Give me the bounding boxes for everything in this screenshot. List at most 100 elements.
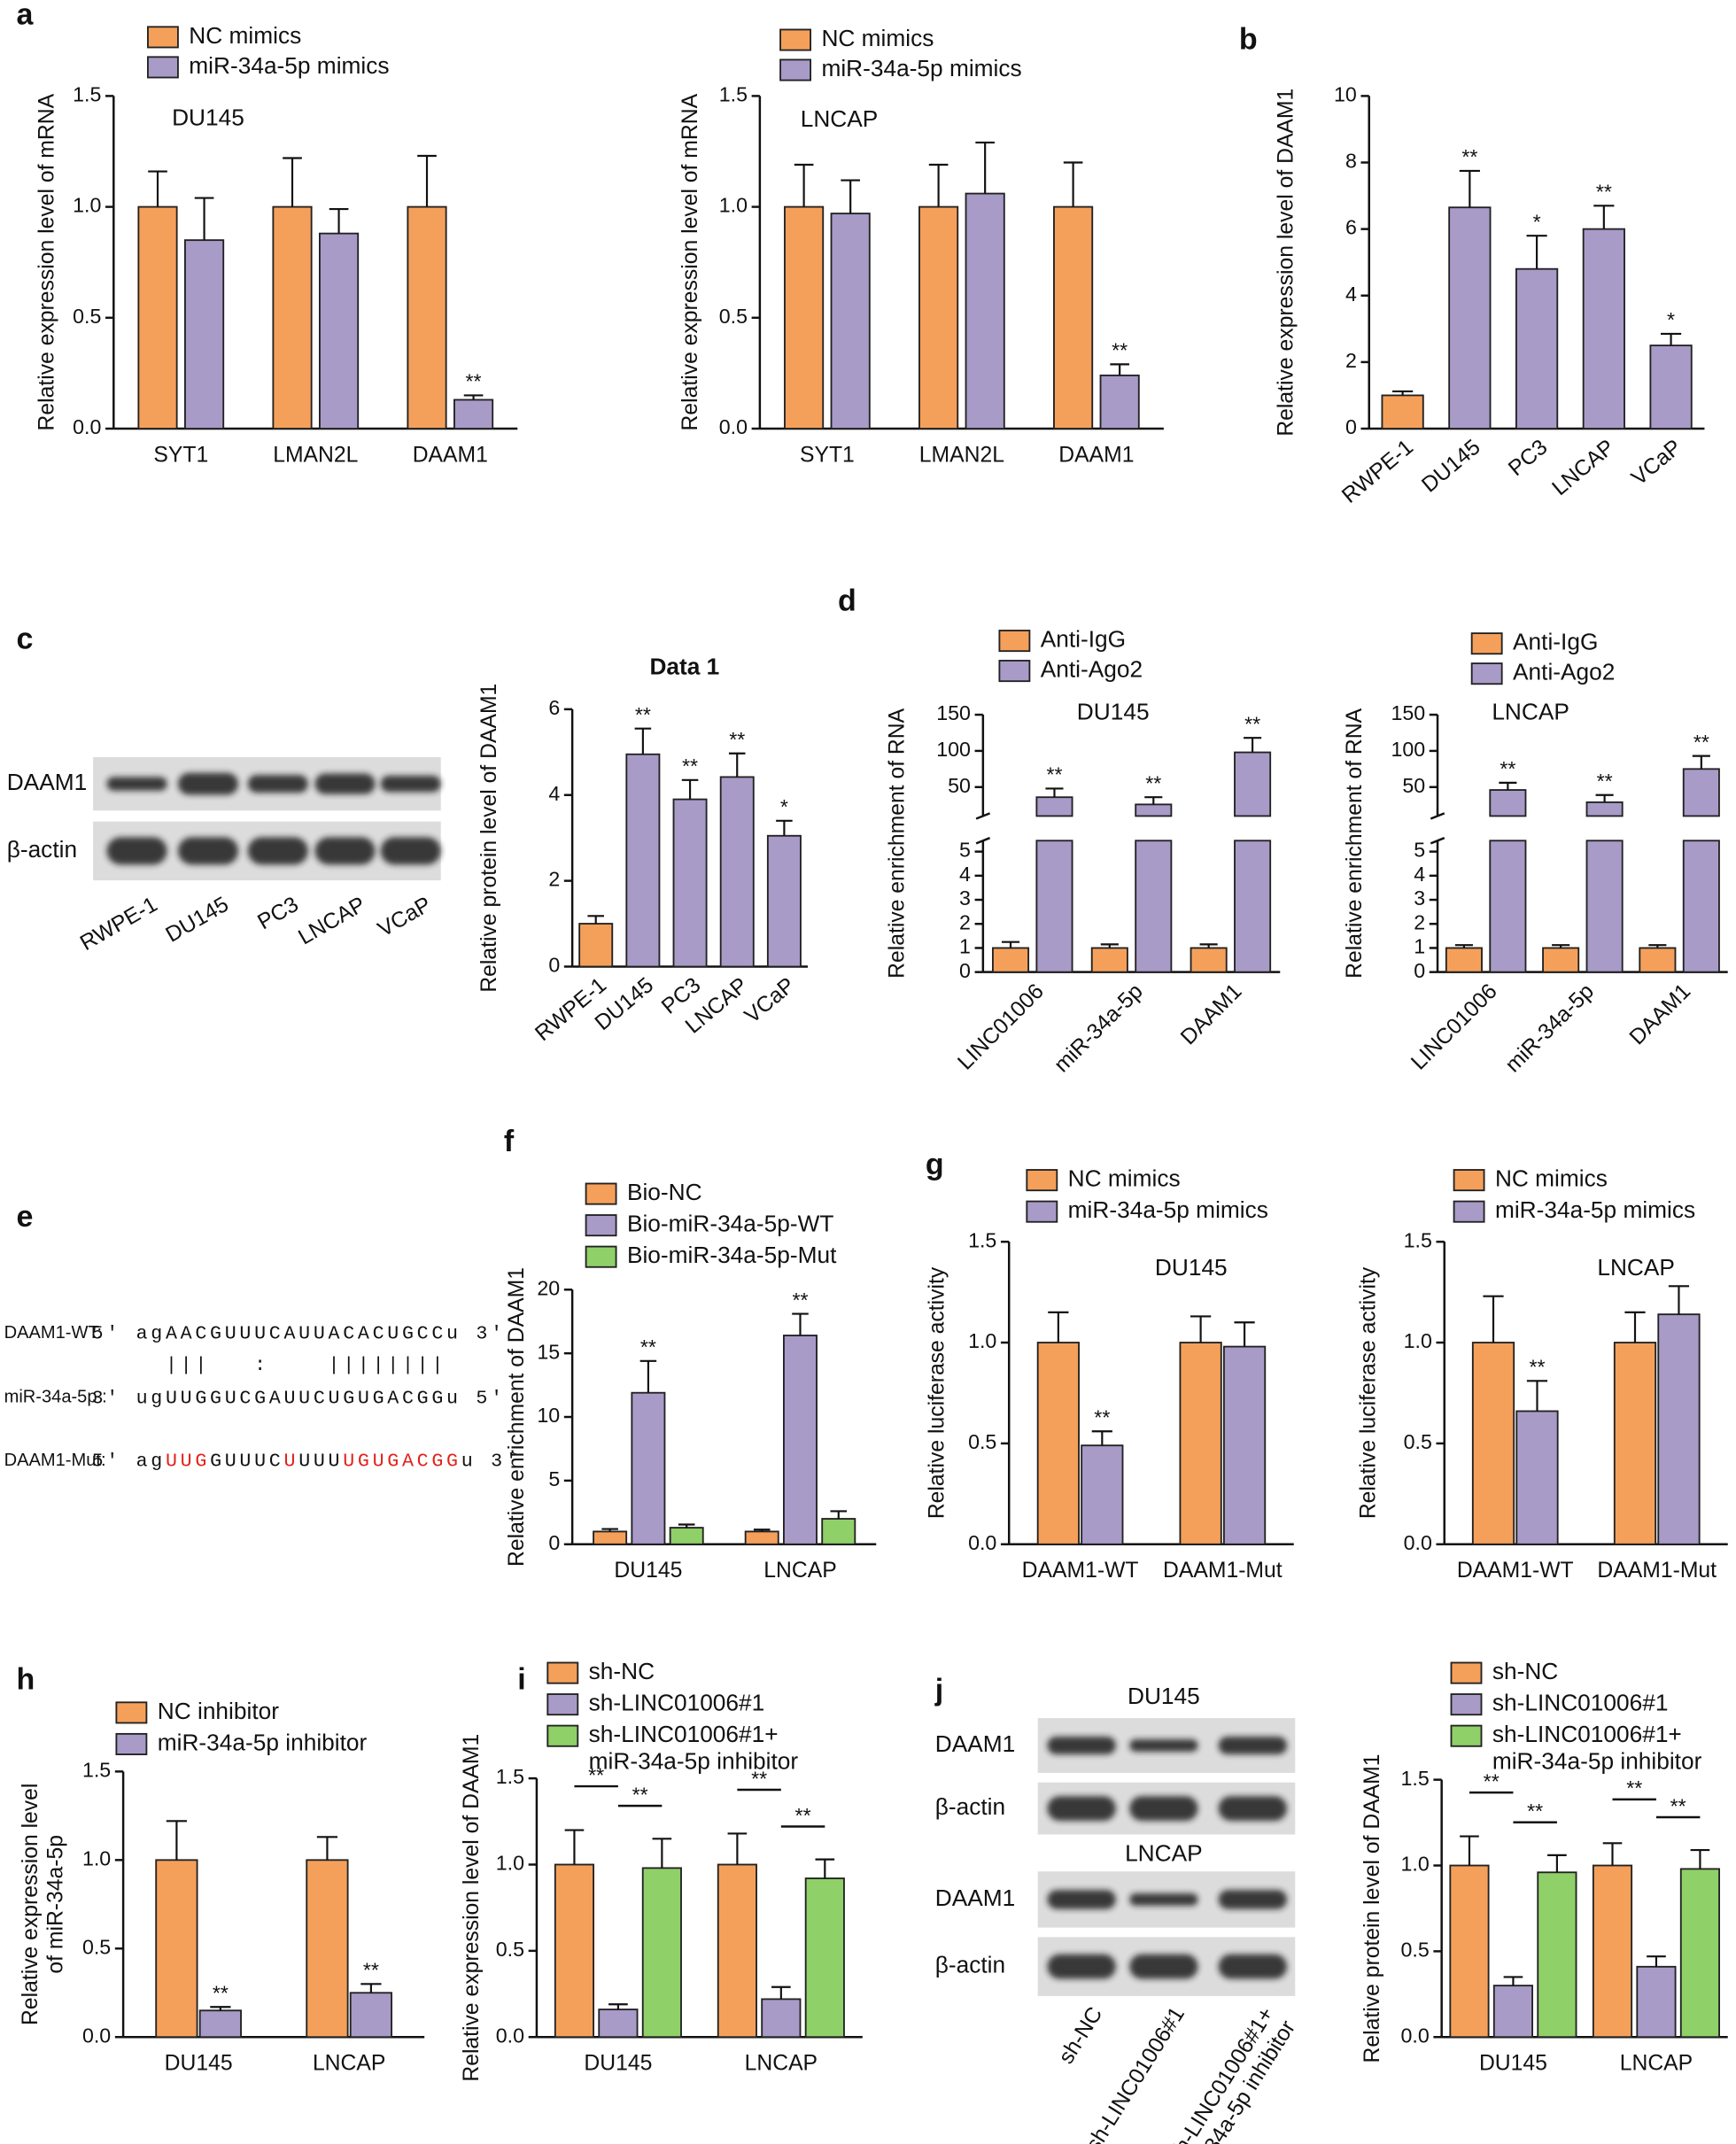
y-axis-label: Relative enrichment of DAAM1 xyxy=(505,1267,529,1567)
error-bar xyxy=(1552,944,1570,948)
bar xyxy=(1234,751,1272,817)
legend-label: miR-34a-5p mimics xyxy=(1068,1196,1268,1223)
axis-break xyxy=(975,837,991,845)
error-bar xyxy=(1001,940,1020,948)
sequence-label: miR-34a-5p : xyxy=(4,1388,107,1407)
error-bar xyxy=(166,1820,187,1861)
panel-letter: a xyxy=(17,0,35,32)
bar xyxy=(1135,840,1173,973)
error-bar xyxy=(815,1858,835,1879)
blot-title: LNCAP xyxy=(1125,1840,1203,1867)
error-bar xyxy=(1526,1380,1548,1412)
bar xyxy=(631,1391,666,1545)
error-bar xyxy=(1045,787,1064,798)
sequence-segment: UGUGACGG xyxy=(343,1451,461,1472)
bar xyxy=(717,1863,757,2039)
significance: ** xyxy=(1145,771,1161,794)
legend-label: NC mimics xyxy=(821,25,934,51)
bar xyxy=(1190,947,1228,973)
x-tick-label: SYT1 xyxy=(800,443,855,467)
blot-band xyxy=(1129,1892,1198,1906)
blot-title: DU145 xyxy=(1128,1683,1200,1709)
error-bar xyxy=(678,1523,695,1529)
sequence-segment: UUG xyxy=(166,1451,210,1472)
legend-label: sh-LINC01006#1 xyxy=(589,1690,765,1716)
y-axis-label: Relative expression levelof miR-34a-5p xyxy=(19,1784,67,2025)
legend-swatch xyxy=(546,1693,579,1716)
bracket-label: ** xyxy=(1626,1776,1642,1800)
y-tick-label: 1.0 xyxy=(1404,1329,1432,1352)
bar xyxy=(1515,1410,1559,1545)
legend-swatch xyxy=(147,26,179,49)
y-tick-label: 4 xyxy=(1414,863,1425,886)
error-bar xyxy=(1460,1835,1479,1866)
x-tick-label: LNCAP xyxy=(763,1559,836,1583)
significance: ** xyxy=(1112,339,1128,362)
significance: ** xyxy=(1693,731,1709,754)
y-tick-label: 1.5 xyxy=(719,83,748,106)
y-tick-label: 3 xyxy=(959,886,971,909)
error-bar xyxy=(417,154,437,207)
blot-band xyxy=(1218,1890,1287,1909)
y-tick-label: 1.5 xyxy=(82,1758,111,1781)
bar xyxy=(1471,1342,1515,1545)
y-tick-label: 100 xyxy=(936,738,971,761)
y-tick-label: 8 xyxy=(1345,150,1357,173)
blot-band xyxy=(1047,1890,1116,1909)
y-tick-label: 5 xyxy=(548,1467,560,1490)
y-tick-label: 4 xyxy=(1345,283,1357,306)
bar xyxy=(1585,840,1624,973)
bar xyxy=(1682,768,1720,817)
bar xyxy=(1449,1864,1490,2039)
bar xyxy=(306,1859,349,2039)
y-tick-label: 0.5 xyxy=(719,305,748,328)
legend-swatch xyxy=(1026,1169,1058,1192)
error-bar xyxy=(360,1983,382,1993)
y-tick-label: 0.5 xyxy=(496,1938,524,1961)
blot-band xyxy=(106,777,167,791)
blot-row-label: DAAM1 xyxy=(935,1885,1016,1911)
bar xyxy=(669,1527,704,1545)
x-tick-label: DU145 xyxy=(584,2052,652,2076)
legend-label: sh-LINC01006#1 xyxy=(1492,1690,1669,1716)
bar xyxy=(184,239,225,430)
panel-letter: f xyxy=(504,1125,515,1158)
bar xyxy=(1682,840,1720,973)
y-tick-label: 1.5 xyxy=(1401,1767,1430,1790)
legend-swatch xyxy=(585,1182,617,1205)
legend-label: NC mimics xyxy=(1068,1165,1181,1192)
legend-swatch xyxy=(1453,1169,1485,1192)
legend-swatch xyxy=(585,1214,617,1237)
significance: ** xyxy=(1461,145,1477,168)
blot-band xyxy=(177,837,238,865)
error-bar xyxy=(1100,943,1119,948)
legend-label: Bio-miR-34a-5p-Mut xyxy=(627,1242,837,1268)
y-tick-label: 0.0 xyxy=(73,415,101,438)
y-axis-label: Relative luciferase activity xyxy=(925,1266,949,1519)
y-tick-label: 1 xyxy=(1414,935,1425,958)
error-bar xyxy=(1091,1430,1112,1446)
chart-title: LNCAP xyxy=(1492,698,1569,724)
y-tick-label: 10 xyxy=(1334,83,1357,106)
error-bar xyxy=(1144,796,1163,805)
sequence-label: DAAM1-WT: xyxy=(4,1323,102,1343)
bar xyxy=(761,1998,802,2039)
legend-swatch xyxy=(1450,1661,1483,1684)
bar xyxy=(1585,801,1624,817)
sequence-segment: 3' ugUUGGUCGAUUCUGUGACGGu 5' xyxy=(92,1388,506,1409)
y-tick-label: 15 xyxy=(537,1340,560,1363)
blot-band xyxy=(1218,1954,1287,1979)
error-bar xyxy=(1648,944,1667,948)
error-bar xyxy=(1234,1321,1255,1347)
x-tick-label: LMAN2L xyxy=(273,443,358,467)
bar xyxy=(783,1335,818,1545)
error-bar xyxy=(841,179,860,214)
error-bar xyxy=(1547,1854,1567,1873)
y-tick-label: 0.5 xyxy=(1401,1939,1430,1962)
significance: ** xyxy=(363,1958,379,1981)
bar xyxy=(407,205,447,430)
significance: ** xyxy=(1529,1356,1545,1379)
bar xyxy=(137,205,178,430)
blot-row-label: DAAM1 xyxy=(935,1730,1016,1757)
